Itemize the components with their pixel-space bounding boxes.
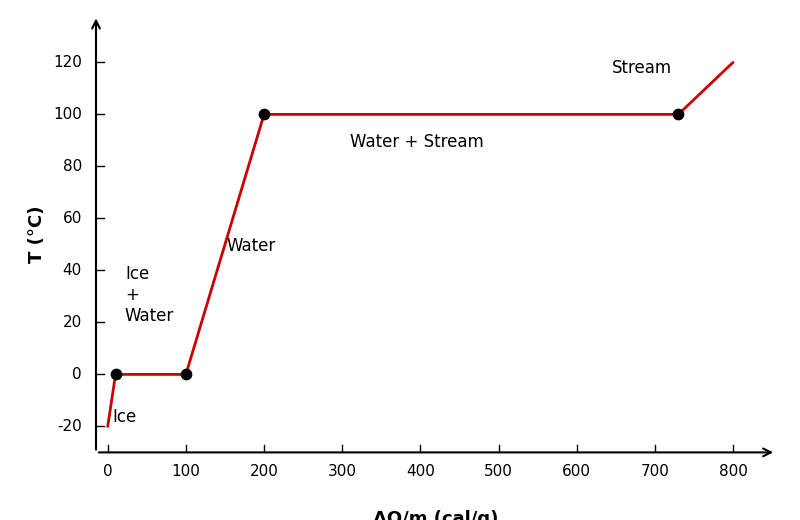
Text: 800: 800: [718, 464, 747, 479]
Text: 400: 400: [406, 464, 435, 479]
Text: 20: 20: [62, 315, 82, 330]
Text: Stream: Stream: [612, 59, 672, 76]
Point: [672, 110, 685, 119]
Point: [179, 370, 192, 379]
Text: 100: 100: [53, 107, 82, 122]
Text: 600: 600: [562, 464, 591, 479]
Text: Ice: Ice: [113, 408, 137, 426]
Text: T (°C): T (°C): [28, 205, 46, 263]
Text: 80: 80: [62, 159, 82, 174]
Text: 100: 100: [171, 464, 200, 479]
Text: 500: 500: [484, 464, 513, 479]
Point: [109, 370, 122, 379]
Text: 0: 0: [103, 464, 113, 479]
Text: 120: 120: [53, 55, 82, 70]
Text: Ice
+
Water: Ice + Water: [125, 265, 174, 325]
Text: 60: 60: [62, 211, 82, 226]
Text: ΔQ/m (cal/g): ΔQ/m (cal/g): [374, 510, 498, 520]
Text: Water: Water: [226, 237, 276, 255]
Text: -20: -20: [57, 419, 82, 434]
Text: 300: 300: [328, 464, 357, 479]
Text: Water + Stream: Water + Stream: [350, 133, 484, 151]
Text: 200: 200: [250, 464, 278, 479]
Text: 0: 0: [72, 367, 82, 382]
Text: 40: 40: [62, 263, 82, 278]
Text: 700: 700: [641, 464, 670, 479]
Point: [258, 110, 270, 119]
